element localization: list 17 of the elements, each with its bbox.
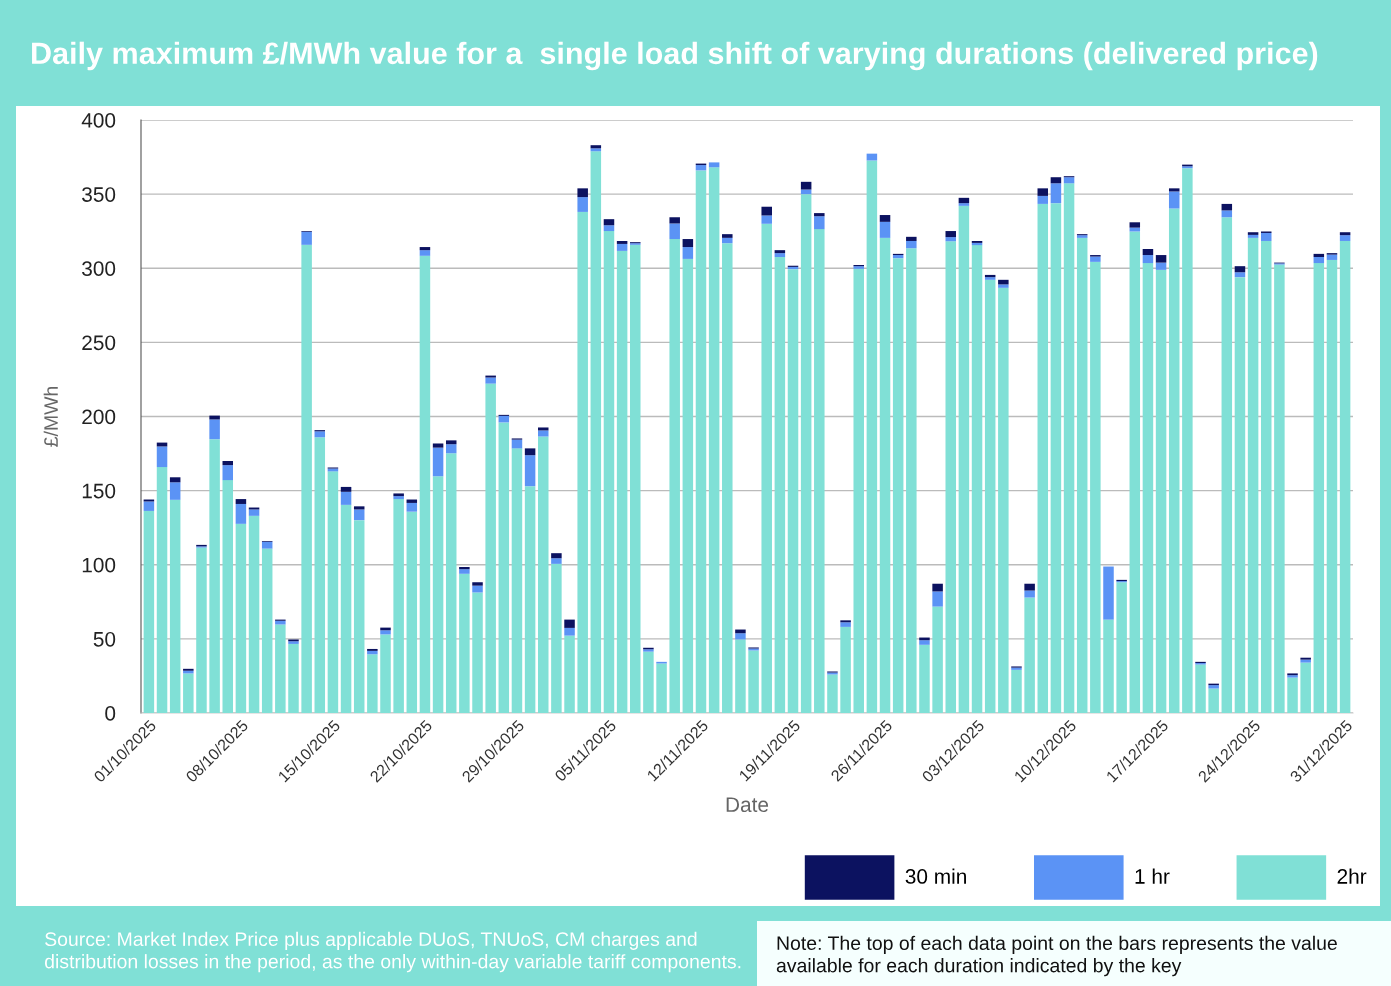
chart-title: Daily maximum £/MWh value for a single load shift of varying durations (delivered price) — [32, 41, 1318, 71]
y-tick-label: 50 — [93, 631, 116, 647]
source-note: Source: Market Index Price plus applicable DUoS, TNUoS, CM charges and distribution losses in the period, as the only within-day variable tariff components. — [45, 931, 741, 973]
legend-label: 30 min — [905, 868, 966, 884]
y-tick-label: 0 — [105, 706, 116, 721]
y-tick-label: 250 — [82, 335, 116, 351]
legend-label: 1 hr — [1135, 868, 1170, 884]
text: Note: The top of each data point on the bars represents the value available for each duration indicated by the key — [776, 935, 1337, 977]
y-tick-label: 350 — [82, 187, 116, 202]
y-tick-label: 200 — [82, 409, 116, 425]
y-tick-label: 100 — [82, 557, 116, 573]
y-tick-label: 400 — [81, 113, 116, 128]
x-axis-title: Date — [726, 797, 769, 813]
y-tick-label: 300 — [82, 261, 116, 276]
y-axis-title: £/MWh — [43, 386, 58, 447]
y-tick-label: 150 — [82, 483, 116, 499]
legend-label: 2hr — [1337, 868, 1367, 884]
